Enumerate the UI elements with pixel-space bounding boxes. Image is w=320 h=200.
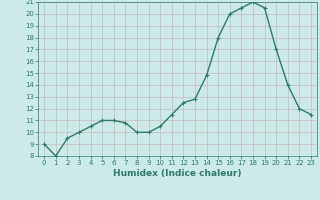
X-axis label: Humidex (Indice chaleur): Humidex (Indice chaleur) bbox=[113, 169, 242, 178]
